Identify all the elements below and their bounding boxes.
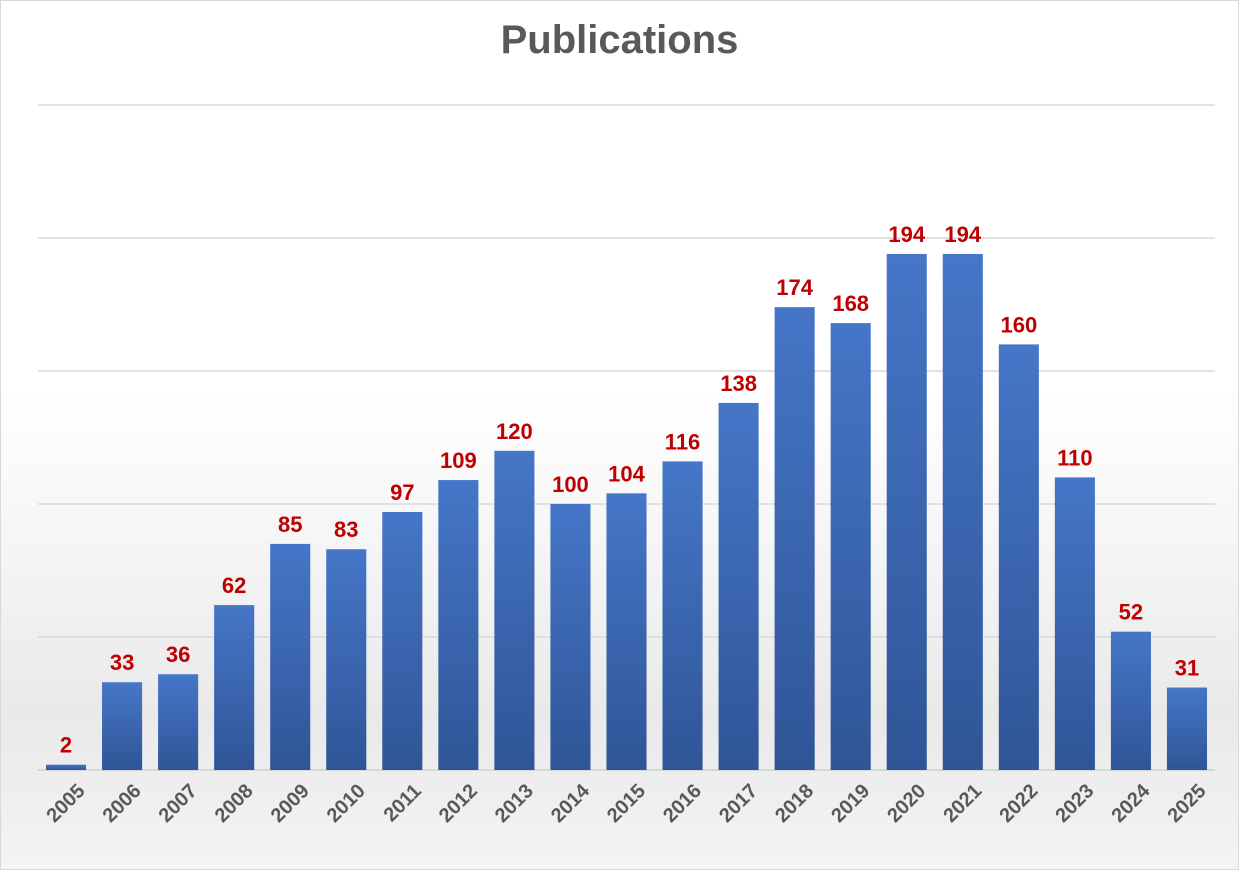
x-tick-label-2011: 2011 bbox=[380, 780, 426, 826]
bar-2018 bbox=[774, 307, 815, 770]
x-tick-label-2005: 2005 bbox=[43, 780, 90, 827]
data-label-2023: 110 bbox=[1057, 445, 1093, 470]
bar-2012 bbox=[438, 480, 479, 770]
bars bbox=[45, 253, 1208, 770]
bar-2013 bbox=[494, 450, 535, 770]
data-label-2025: 31 bbox=[1175, 656, 1199, 681]
bar-2016 bbox=[662, 461, 703, 770]
data-label-2018: 174 bbox=[776, 275, 813, 300]
bar-2019 bbox=[830, 323, 871, 770]
bar-2008 bbox=[214, 605, 255, 770]
x-tick-label-2021: 2021 bbox=[939, 780, 986, 827]
data-label-2009: 85 bbox=[278, 512, 302, 537]
bar-2017 bbox=[718, 402, 759, 770]
bar-2006 bbox=[102, 682, 143, 770]
data-label-2011: 97 bbox=[390, 480, 414, 505]
data-label-2016: 116 bbox=[665, 429, 701, 454]
data-label-2006: 33 bbox=[110, 650, 134, 675]
bar-2010 bbox=[326, 549, 367, 770]
data-label-2005: 2 bbox=[60, 733, 72, 758]
data-label-2024: 52 bbox=[1119, 600, 1143, 625]
data-label-2013: 120 bbox=[496, 419, 533, 444]
data-label-2008: 62 bbox=[222, 573, 246, 598]
bar-2015 bbox=[606, 493, 647, 770]
data-label-2007: 36 bbox=[166, 642, 190, 667]
bar-2014 bbox=[550, 504, 591, 770]
x-tick-label-2008: 2008 bbox=[211, 780, 258, 827]
bar-2011 bbox=[382, 511, 423, 770]
x-tick-label-2023: 2023 bbox=[1051, 780, 1098, 827]
data-label-2017: 138 bbox=[720, 371, 757, 396]
bar-2009 bbox=[270, 543, 311, 770]
x-tick-label-2013: 2013 bbox=[491, 780, 538, 827]
data-label-2010: 83 bbox=[334, 517, 358, 542]
x-tick-label-2017: 2017 bbox=[715, 780, 762, 827]
x-tick-label-2006: 2006 bbox=[99, 780, 146, 827]
x-tick-label-2015: 2015 bbox=[603, 780, 650, 827]
data-label-2020: 194 bbox=[888, 222, 925, 247]
data-label-2014: 100 bbox=[552, 472, 589, 497]
bar-2020 bbox=[886, 253, 927, 770]
x-tick-label-2010: 2010 bbox=[323, 780, 370, 827]
data-label-2022: 160 bbox=[1000, 312, 1037, 337]
data-label-2015: 104 bbox=[608, 461, 645, 486]
bar-2007 bbox=[158, 674, 199, 770]
chart-title: Publications bbox=[500, 18, 739, 62]
bar-2025 bbox=[1166, 687, 1208, 770]
bar-2023 bbox=[1054, 477, 1095, 770]
data-label-2021: 194 bbox=[944, 222, 981, 247]
data-label-2012: 109 bbox=[440, 448, 477, 473]
bar-2021 bbox=[942, 253, 983, 770]
x-tick-label-2016: 2016 bbox=[659, 780, 706, 827]
x-tick-label-2007: 2007 bbox=[155, 780, 202, 827]
x-tick-label-2020: 2020 bbox=[883, 780, 930, 827]
bar-2005 bbox=[45, 764, 87, 770]
x-tick-label-2018: 2018 bbox=[771, 780, 818, 827]
x-tick-label-2019: 2019 bbox=[827, 780, 874, 827]
bar-2024 bbox=[1110, 631, 1151, 770]
x-tick-label-2009: 2009 bbox=[267, 780, 314, 827]
x-tick-label-2022: 2022 bbox=[995, 780, 1042, 827]
bar-2022 bbox=[998, 344, 1039, 770]
data-labels: 2 33 36 62 85 83 97 109 120 100 104 116 138 174 168 194… bbox=[60, 222, 1199, 758]
x-tick-label-2014: 2014 bbox=[547, 779, 595, 827]
x-tick-label-2024: 2024 bbox=[1107, 779, 1155, 827]
data-label-2019: 168 bbox=[832, 291, 869, 316]
x-tick-label-2012: 2012 bbox=[435, 780, 482, 827]
x-axis-tick-labels: 2005 2006 2007 2008 2009 2010 2011 2012 2013 2014… bbox=[43, 779, 1211, 827]
x-tick-label-2025: 2025 bbox=[1163, 780, 1210, 827]
